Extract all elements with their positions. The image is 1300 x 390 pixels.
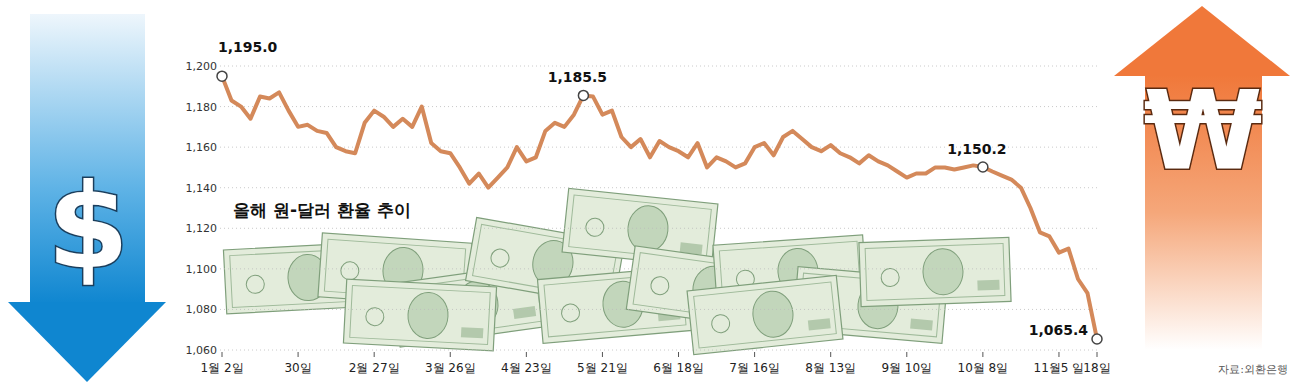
bill-seal [881, 268, 900, 287]
x-tick-label: 7월 16일 [729, 361, 780, 375]
arrow-shaft [30, 14, 145, 304]
bill-seal [650, 276, 670, 296]
plot-area [217, 71, 1102, 344]
bill-corner [910, 319, 933, 331]
down-arrow: $ [8, 14, 166, 382]
bill-corner [808, 318, 831, 330]
grid-line [220, 309, 1100, 310]
x-tick [374, 352, 375, 357]
bill-corner [513, 306, 536, 319]
bill-border [865, 244, 1005, 301]
bill-corner [461, 327, 483, 338]
grid-line [220, 228, 1100, 229]
points [217, 71, 1102, 344]
y-tick-label: 1,060 [186, 344, 218, 357]
arrow-head [8, 302, 166, 382]
chart-svg: $ ₩1,060 1,080 1,100 1,120 1,140 1,160 1,180 1,2… [0, 0, 1300, 390]
bill-border [694, 282, 837, 348]
y-tick-label: 1,160 [186, 141, 218, 154]
grid-line [220, 350, 1100, 351]
bill-seal [490, 248, 511, 269]
x-tick-label: 11월5 일 [1034, 361, 1085, 375]
bill-seal [561, 303, 581, 323]
chart-root: $ ₩1,060 1,080 1,100 1,120 1,140 1,160 1,180 1,2… [0, 0, 1300, 390]
bill-portrait [626, 204, 671, 254]
x-tick [1097, 352, 1098, 357]
value-label: 1,185.5 [548, 69, 607, 85]
point-marker [578, 90, 588, 100]
x-tick [526, 352, 527, 357]
source: 자료:외환은행 [1218, 363, 1288, 376]
x-tick [754, 352, 755, 357]
x-tick-label: 4월 23일 [501, 361, 552, 375]
grid-line [220, 268, 1100, 269]
rate-line [222, 76, 1097, 339]
y-axis: 1,060 1,080 1,100 1,120 1,140 1,160 1,180 1,200 [186, 60, 1101, 357]
bill [859, 237, 1011, 306]
bill-portrait [922, 248, 964, 295]
bill-seal [365, 307, 384, 326]
x-tick [830, 352, 831, 357]
point-marker [978, 162, 988, 172]
value-label: 1,065.4 [1029, 322, 1089, 338]
x-tick-label: 8월 13일 [805, 361, 856, 375]
value-label: 1,195.0 [218, 39, 278, 55]
y-tick-label: 1,140 [186, 182, 218, 195]
point-marker [217, 71, 227, 81]
value-label: 1,150.2 [947, 141, 1006, 157]
x-tick [222, 352, 223, 357]
x-tick-label: 1월 2일 [200, 361, 243, 375]
x-tick-label: 30일 [284, 361, 311, 375]
y-tick-label: 1,180 [186, 101, 218, 114]
x-tick [602, 352, 603, 357]
x-tick [906, 352, 907, 357]
bill-seal [246, 275, 265, 294]
bill-body [859, 237, 1011, 306]
x-tick [678, 352, 679, 357]
y-tick-label: 1,200 [186, 60, 218, 73]
bill-seal [585, 217, 605, 237]
bill [687, 275, 843, 354]
up-arrow: ₩ [1114, 6, 1290, 350]
x-tick [298, 352, 299, 357]
dollar-symbol: $ [47, 158, 129, 296]
bill-corner [977, 280, 999, 291]
grid-line [220, 106, 1100, 107]
point-marker [1092, 334, 1102, 344]
x-tick [982, 352, 983, 357]
x-tick [1058, 352, 1059, 357]
bill [343, 279, 496, 351]
grid-line [220, 66, 1100, 67]
y-tick-label: 1,100 [186, 263, 218, 276]
x-tick-label: 10월 8일 [958, 361, 1009, 375]
bills [223, 188, 1011, 354]
arrow-head [1114, 6, 1290, 76]
value-labels: 1,195.0 1,185.5 1,150.2 1,065.4 [218, 39, 1088, 338]
chart-title: 올해 원-달러 환율 추이 [233, 200, 411, 220]
bill-portrait [407, 291, 449, 339]
x-tick-label: 18일 [1083, 361, 1110, 375]
x-tick-label: 9월 10일 [881, 361, 932, 375]
grid-line [220, 187, 1100, 188]
x-tick-label: 3월 26일 [425, 361, 476, 375]
x-tick-label: 5월 21일 [577, 361, 628, 375]
bill-body [687, 275, 843, 354]
bill-seal [340, 261, 359, 280]
y-tick-label: 1,080 [186, 303, 218, 316]
bill-portrait [751, 289, 796, 339]
x-axis: 1월 2일 30일 2월 27일 3월 26일 4월 23일 5월 21일 6월 18일 7월… [200, 352, 1110, 375]
bill-border [350, 285, 491, 344]
x-tick [450, 352, 451, 357]
x-tick-label: 6월 18일 [653, 361, 704, 375]
won-symbol: ₩ [1143, 68, 1262, 193]
bill-seal [711, 314, 731, 334]
bill-body [343, 279, 496, 351]
x-tick-label: 2월 27일 [349, 361, 400, 375]
y-tick-label: 1,120 [186, 222, 218, 235]
